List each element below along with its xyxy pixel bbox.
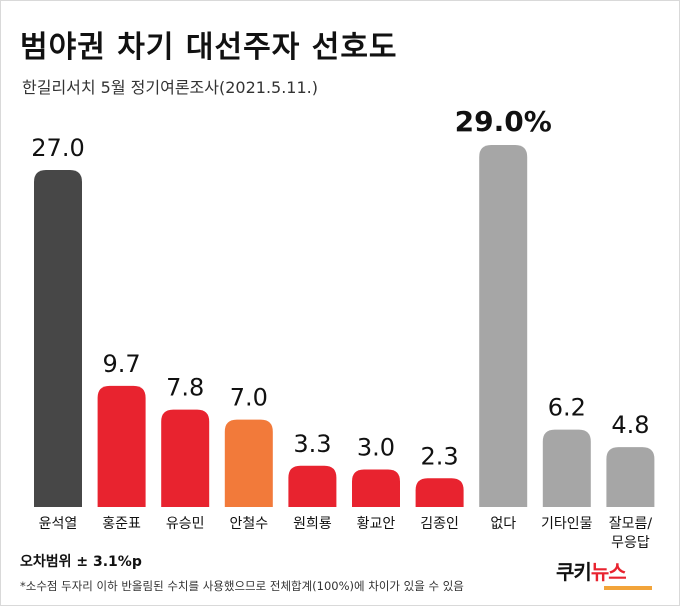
bar-9 — [606, 447, 655, 507]
bar-3 — [224, 419, 273, 507]
category-label-2: 유승민 — [166, 516, 205, 532]
value-label-4: 3.3 — [293, 430, 331, 458]
category-label-0: 윤석열 — [39, 516, 78, 532]
value-label-7: 29.0% — [455, 105, 552, 138]
value-label-2: 7.8 — [166, 374, 204, 402]
category-label-8: 기타인물 — [541, 516, 593, 532]
bar-7 — [479, 145, 528, 507]
logo-text-part2: 뉴스 — [590, 560, 627, 584]
bar-2 — [161, 409, 210, 507]
value-label-8: 6.2 — [548, 394, 586, 422]
chart-title: 범야권 차기 대선주자 선호도 — [20, 30, 398, 65]
value-label-9: 4.8 — [611, 411, 649, 439]
category-label-6: 김종인 — [420, 516, 459, 532]
margin-of-error-note: 오차범위 ± 3.1%p — [20, 554, 142, 570]
category-label-7: 없다 — [490, 516, 516, 532]
value-label-6: 2.3 — [421, 442, 459, 470]
rounding-footnote: *소수점 두자리 이하 반올림된 수치를 사용했으므로 전체합계(100%)에 … — [20, 579, 464, 593]
value-label-1: 9.7 — [103, 350, 141, 378]
category-label-5: 황교안 — [357, 516, 396, 532]
bar-8 — [542, 429, 591, 507]
bar-6 — [415, 478, 464, 507]
category-label-3: 안철수 — [229, 516, 268, 532]
chart-subtitle: 한길리서치 5월 정기여론조사(2021.5.11.) — [22, 78, 318, 97]
kuki-news-logo: 쿠키뉴스 — [556, 556, 627, 585]
bar-5 — [352, 469, 400, 507]
category-label-9: 잘모름/무응답 — [609, 516, 653, 551]
value-label-5: 3.0 — [357, 434, 395, 462]
category-label-1: 홍준표 — [102, 516, 141, 532]
bar-4 — [288, 465, 337, 507]
bar-0 — [34, 169, 82, 507]
category-label-4: 원희룡 — [293, 516, 332, 532]
bar-1 — [97, 385, 146, 507]
value-label-0: 27.0 — [31, 134, 84, 162]
value-label-3: 7.0 — [230, 384, 268, 412]
logo-text-part1: 쿠키 — [556, 560, 592, 584]
logo-underline — [604, 586, 652, 590]
